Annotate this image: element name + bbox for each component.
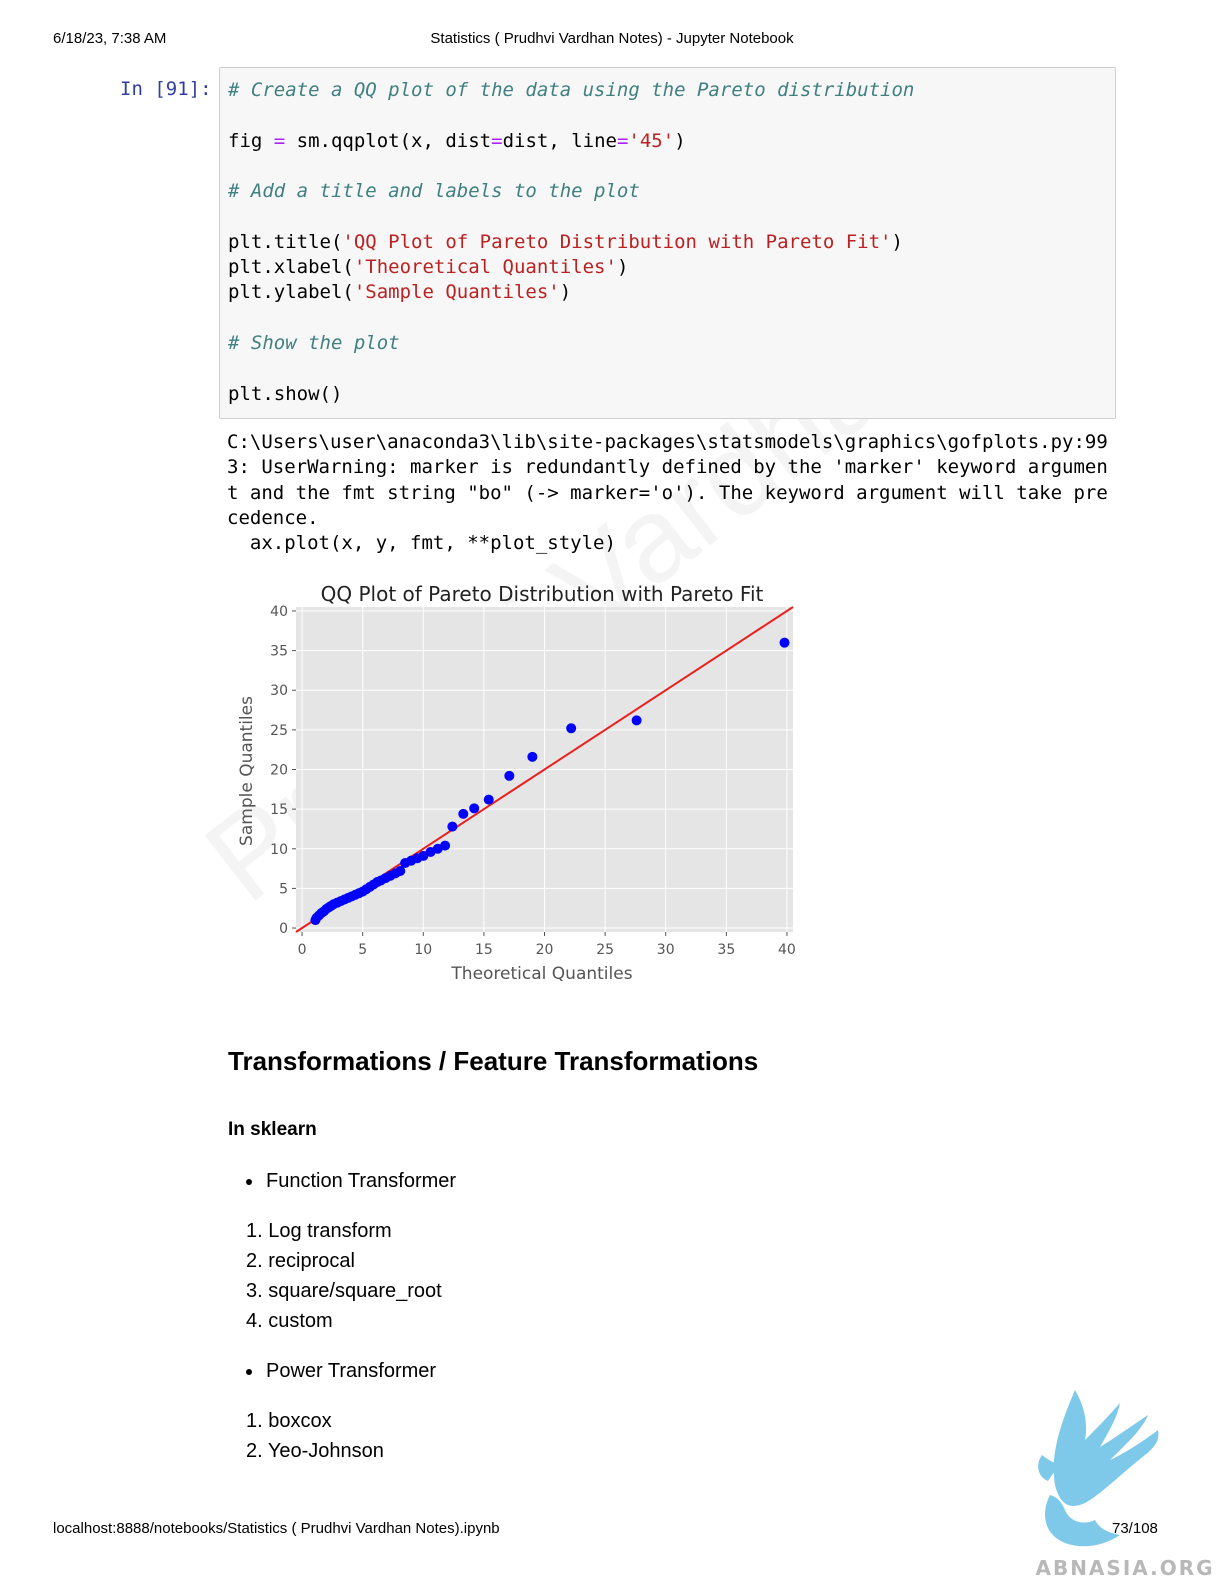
code-string: 'Theoretical Quantiles': [353, 256, 617, 279]
list-item-text: square/square_root: [268, 1280, 442, 1302]
y-tick-label: 25: [270, 723, 288, 739]
x-tick-label: 10: [414, 942, 432, 958]
code-operator: =: [491, 129, 503, 152]
x-axis-ticks: 0 5 10 15 20 25 30 35 40: [298, 932, 796, 958]
code-string: 'QQ Plot of Pareto Distribution with Par…: [342, 230, 892, 253]
data-point: [527, 751, 538, 762]
code-comment: # Create a QQ plot of the data using the…: [228, 79, 915, 101]
ordered-list-item: 1. Log transform: [246, 1220, 392, 1242]
print-page-number: 73/108: [1112, 1520, 1158, 1537]
x-tick-label: 0: [298, 942, 307, 958]
code-operator: =: [273, 129, 286, 152]
data-point: [395, 865, 406, 876]
y-tick-label: 0: [279, 921, 288, 937]
x-tick-label: 40: [778, 942, 796, 958]
x-tick-label: 15: [475, 942, 493, 958]
data-point: [504, 770, 515, 781]
data-point: [779, 637, 790, 648]
list-item-text: Yeo-Johnson: [267, 1440, 384, 1462]
x-tick-label: 5: [358, 942, 367, 958]
y-tick-label: 15: [270, 802, 288, 818]
code-token: fig: [228, 129, 274, 152]
y-tick-label: 5: [279, 881, 288, 897]
grid-lines: [296, 607, 793, 932]
data-point: [631, 715, 642, 726]
ordered-list-item: 1. boxcox: [246, 1410, 332, 1432]
code-operator: =: [616, 129, 629, 152]
output-line: 3: UserWarning: marker is redundantly de…: [227, 456, 1108, 479]
x-tick-label: 35: [717, 942, 735, 958]
ordered-list-item: 2. reciprocal: [246, 1250, 355, 1272]
bullet-item: Power Transformer: [246, 1360, 436, 1383]
y-tick-label: 20: [270, 763, 288, 779]
code-editor[interactable]: # Create a QQ plot of the data using the…: [228, 78, 914, 407]
bullet-label: Function Transformer: [266, 1170, 457, 1192]
list-item-text: Log transform: [268, 1220, 392, 1242]
griffin-head-icon: [1038, 1455, 1060, 1481]
qq-plot-chart: 0 5 10 15 20 25 30 35 40 0 5 10 15 20 25 30 35 40 QQ Plo…: [237, 582, 796, 984]
y-tick-label: 10: [270, 842, 288, 858]
logo-text: ABNASIA.ORG: [1035, 1556, 1214, 1580]
list-item-text: reciprocal: [268, 1250, 355, 1272]
code-token: plt.ylabel(: [228, 281, 354, 304]
code-token: plt.xlabel(: [228, 256, 354, 279]
code-string: 'Sample Quantiles': [353, 281, 560, 304]
y-tick-label: 30: [270, 683, 288, 699]
bullet-dot: [246, 1178, 252, 1185]
data-point: [469, 803, 480, 814]
y-tick-label: 35: [270, 644, 288, 660]
code-comment: # Add a title and labels to the plot: [228, 180, 640, 203]
griffin-body-icon: [1045, 1495, 1120, 1547]
code-token: ): [616, 256, 629, 279]
list-item-text: custom: [268, 1310, 333, 1332]
print-url: localhost:8888/notebooks/Statistics ( Pr…: [53, 1520, 500, 1537]
cell-prompt: In [91]:: [120, 78, 212, 100]
y-axis-label: Sample Quantiles: [237, 696, 257, 846]
x-tick-label: 25: [596, 942, 614, 958]
data-point: [440, 840, 451, 851]
print-page-title: Statistics ( Prudhvi Vardhan Notes) - Ju…: [430, 30, 794, 47]
code-cell[interactable]: # Create a QQ plot of the data using the…: [219, 67, 1116, 419]
output-line: cedence.: [227, 506, 319, 529]
code-token: ): [559, 281, 572, 304]
bullet-dot: [246, 1368, 252, 1375]
data-point: [483, 794, 494, 805]
x-tick-label: 30: [657, 942, 675, 958]
y-axis-ticks: 0 5 10 15 20 25 30 35 40: [270, 604, 296, 937]
markdown-subheading: In sklearn: [228, 1119, 317, 1140]
x-tick-label: 20: [536, 942, 554, 958]
cell-output-stderr: C:\Users\user\anaconda3\lib\site-package…: [227, 430, 1108, 556]
code-token: dist, line: [502, 129, 617, 152]
code-string: '45': [628, 129, 675, 152]
data-points: [310, 637, 790, 926]
ordered-list-item: 2. Yeo-Johnson: [246, 1440, 384, 1462]
code-comment: # Show the plot: [228, 331, 400, 354]
ordered-list-item: 4. custom: [246, 1310, 333, 1332]
output-line: C:\Users\user\anaconda3\lib\site-package…: [227, 431, 1108, 453]
data-point: [566, 723, 577, 734]
data-point: [458, 808, 469, 819]
y-tick-label: 40: [270, 604, 288, 620]
output-line: ax.plot(x, y, fmt, **plot_style): [227, 532, 616, 555]
code-token: sm.qqplot(x, dist: [285, 129, 492, 152]
data-point: [447, 821, 458, 832]
code-token: plt.title(: [228, 230, 343, 253]
abnasia-logo: ABNASIA.ORG: [1035, 1390, 1214, 1580]
x-axis-label: Theoretical Quantiles: [450, 964, 632, 984]
chart-title: QQ Plot of Pareto Distribution with Pare…: [321, 582, 764, 606]
bullet-label: Power Transformer: [266, 1360, 437, 1382]
code-token: ): [674, 129, 686, 152]
bullet-item: Function Transformer: [246, 1170, 456, 1193]
list-item-text: boxcox: [268, 1410, 332, 1432]
output-line: t and the fmt string "bo" (-> marker='o'…: [227, 481, 1108, 504]
print-datetime: 6/18/23, 7:38 AM: [53, 30, 167, 47]
markdown-heading: Transformations / Feature Transformation…: [228, 1046, 759, 1076]
code-token: ): [891, 230, 903, 253]
griffin-wing-icon: [1053, 1390, 1159, 1506]
ordered-list-item: 3. square/square_root: [246, 1280, 442, 1302]
code-token: plt.show(): [228, 382, 343, 405]
